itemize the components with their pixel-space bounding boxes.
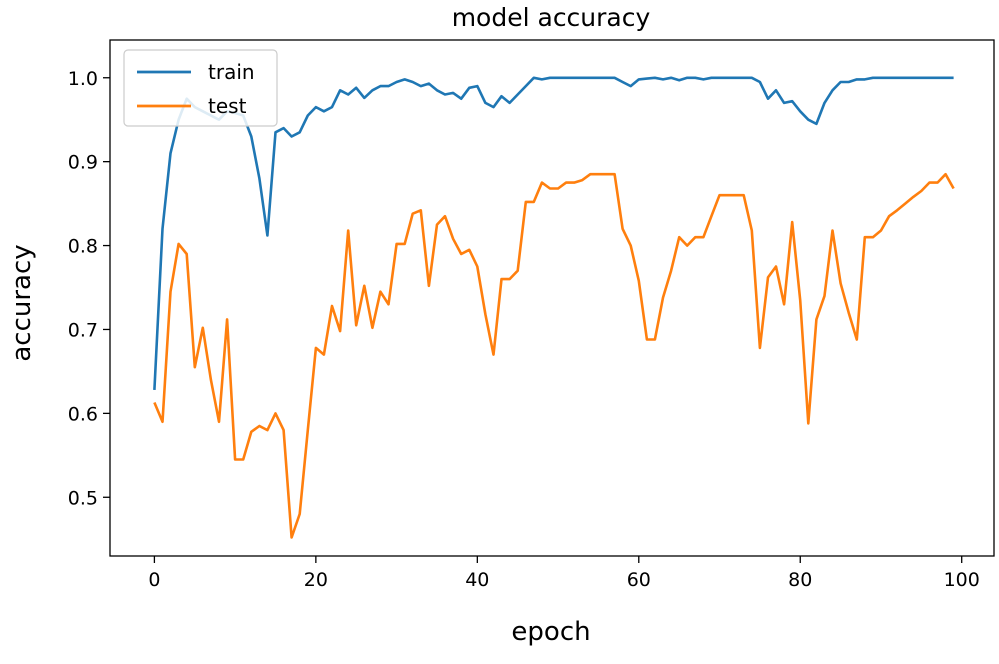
y-tick-label: 0.6 bbox=[68, 403, 98, 425]
legend-label-test: test bbox=[208, 94, 247, 118]
series-line-test bbox=[153, 172, 955, 539]
y-tick-label: 1.0 bbox=[68, 68, 98, 90]
x-axis-label: epoch bbox=[511, 617, 590, 647]
y-tick-label: 0.8 bbox=[68, 236, 98, 258]
plot-frame bbox=[109, 39, 995, 557]
plot-area: 0 20 40 60 80 100 0.5 0.6 0.7 0.8 0.9 1.0 train test bbox=[68, 39, 995, 591]
x-tick-label: 40 bbox=[465, 569, 489, 591]
y-tick-label: 0.7 bbox=[68, 319, 98, 341]
legend-label-train: train bbox=[208, 60, 255, 84]
y-axis-label: accuracy bbox=[7, 244, 37, 361]
x-tick-label: 0 bbox=[148, 569, 160, 591]
y-tick-label: 0.5 bbox=[68, 487, 98, 509]
x-tick-label: 20 bbox=[304, 569, 328, 591]
x-tick-label: 100 bbox=[944, 569, 980, 591]
series-line-train bbox=[153, 76, 954, 390]
y-tick-label: 0.9 bbox=[68, 152, 98, 174]
x-tick-label: 60 bbox=[627, 569, 651, 591]
x-tick-label: 80 bbox=[788, 569, 812, 591]
chart-title: model accuracy bbox=[452, 3, 651, 32]
